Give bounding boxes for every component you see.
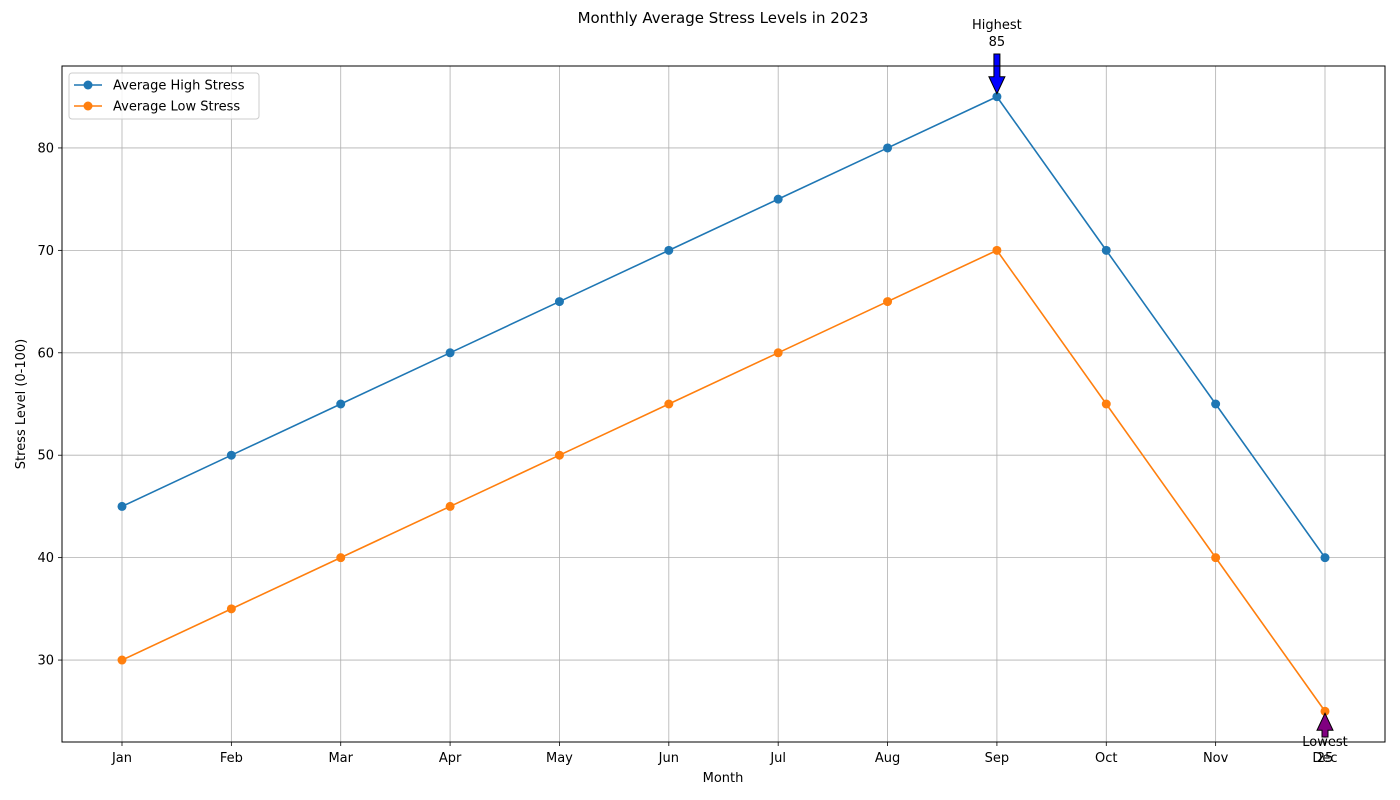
tick-layer: Jan Feb Mar Apr May Jun Jul Aug Sep Oct Nov Dec 30 40…	[37, 141, 1337, 766]
legend-label: Average High Stress	[113, 79, 245, 94]
series-layer	[117, 92, 1330, 716]
legend-label: Average Low Stress	[113, 100, 240, 115]
data-point	[1320, 553, 1330, 563]
legend-box	[68, 72, 260, 120]
grid-layer	[62, 66, 1385, 742]
y-tick-label: 50	[37, 449, 54, 464]
x-tick-label: Jan	[111, 751, 132, 766]
y-tick-label: 30	[37, 654, 54, 669]
legend: Average High Stress Average Low Stress	[68, 72, 260, 120]
x-tick-label: Aug	[875, 751, 900, 766]
x-tick-label: Mar	[328, 751, 353, 766]
annotation-arrow-highest	[988, 53, 1006, 95]
data-point	[336, 553, 346, 563]
annotation-arrow-lowest	[1316, 712, 1334, 738]
x-tick-label: Jul	[769, 751, 786, 766]
x-tick-label: Oct	[1095, 751, 1117, 766]
data-point	[992, 92, 1002, 102]
data-point	[226, 450, 236, 460]
data-point	[773, 194, 783, 204]
x-tick-label: Apr	[439, 751, 462, 766]
data-point	[554, 297, 564, 307]
annotation-value: 85	[989, 35, 1006, 50]
x-tick-label: Dec	[1312, 751, 1337, 766]
x-axis-title: Month	[703, 771, 744, 786]
data-point	[1101, 245, 1111, 255]
data-point	[664, 399, 674, 409]
plot-frame	[61, 65, 1386, 743]
data-point	[445, 501, 455, 511]
x-tick-label: May	[546, 751, 573, 766]
x-tick-label: Feb	[220, 751, 243, 766]
y-tick-label: 40	[37, 551, 54, 566]
y-tick-label: 80	[37, 141, 54, 156]
data-point	[1211, 553, 1221, 563]
legend-marker	[83, 101, 93, 111]
data-point	[554, 450, 564, 460]
data-point	[445, 348, 455, 358]
legend-marker	[83, 80, 93, 90]
series-line-2	[121, 249, 1326, 712]
data-point	[336, 399, 346, 409]
annotation-label: Highest	[972, 18, 1022, 33]
y-axis-title: Stress Level (0-100)	[14, 339, 29, 469]
x-tick-label: Jun	[658, 751, 679, 766]
data-point	[1211, 399, 1221, 409]
data-point	[883, 297, 893, 307]
data-point	[992, 245, 1002, 255]
y-tick-label: 60	[37, 346, 54, 361]
data-point	[883, 143, 893, 153]
data-point	[1101, 399, 1111, 409]
data-point	[226, 604, 236, 614]
data-point	[117, 501, 127, 511]
x-tick-label: Nov	[1203, 751, 1229, 766]
x-tick-label: Sep	[985, 751, 1010, 766]
y-tick-label: 70	[37, 244, 54, 259]
data-point	[1320, 706, 1330, 716]
data-point	[773, 348, 783, 358]
annotation-value: 25	[1317, 751, 1334, 766]
series-line-1	[121, 95, 1326, 559]
chart-title: Monthly Average Stress Levels in 2023	[578, 9, 869, 27]
data-point	[117, 655, 127, 665]
data-point	[664, 245, 674, 255]
